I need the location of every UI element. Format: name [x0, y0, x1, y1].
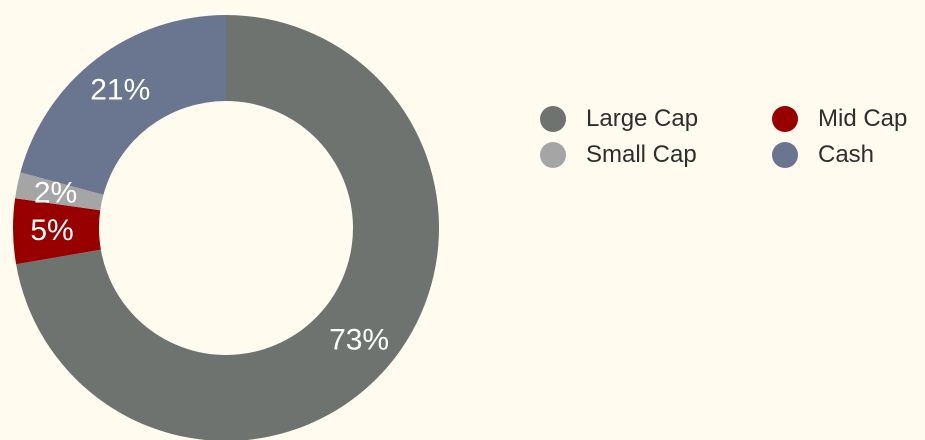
slice-cash[interactable]	[20, 15, 227, 195]
legend-swatch-mid-cap	[772, 106, 798, 132]
legend: Large Cap Mid Cap Small Cap Cash	[540, 104, 925, 170]
slice-labels: 73% 5% 2% 21%	[30, 73, 389, 356]
legend-label-small-cap: Small Cap	[586, 141, 697, 168]
legend-label-cash: Cash	[818, 141, 875, 168]
legend-item-large-cap[interactable]: Large Cap	[540, 104, 772, 134]
slice-label-small-cap: 2%	[34, 177, 77, 210]
slice-mid-cap[interactable]	[13, 198, 101, 265]
legend-item-mid-cap[interactable]: Mid Cap	[772, 104, 922, 134]
legend-label-mid-cap: Mid Cap	[818, 105, 908, 132]
legend-item-small-cap[interactable]: Small Cap	[540, 140, 772, 170]
slice-label-large-cap: 73%	[329, 324, 389, 357]
slice-small-cap[interactable]	[15, 172, 104, 211]
legend-swatch-small-cap	[540, 142, 566, 168]
legend-swatch-large-cap	[540, 106, 566, 132]
legend-swatch-cash	[772, 142, 798, 168]
legend-label-large-cap: Large Cap	[586, 105, 699, 132]
slice-large-cap[interactable]	[16, 15, 439, 440]
slice-label-mid-cap: 5%	[30, 214, 73, 247]
slice-label-cash: 21%	[90, 73, 150, 106]
legend-item-cash[interactable]: Cash	[772, 140, 922, 170]
donut-slices	[13, 15, 439, 440]
